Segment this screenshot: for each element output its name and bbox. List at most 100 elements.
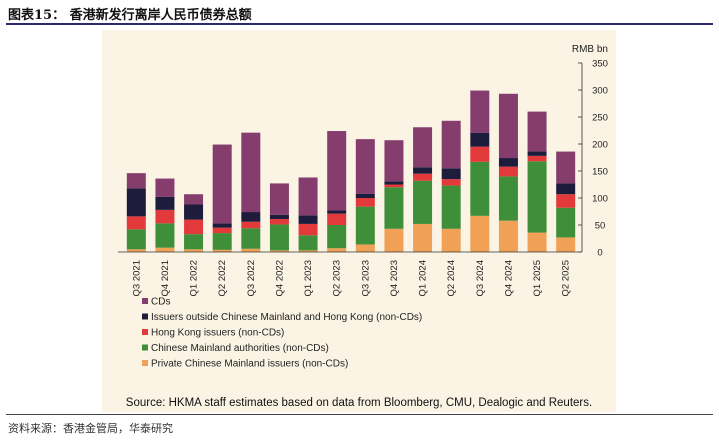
legend-group: CDs Issuers outside Chinese Mainland and … <box>142 297 422 370</box>
bar-mainland_auth-q3-2021 <box>126 229 146 250</box>
bar-hk-q1-2025 <box>527 155 547 162</box>
bar-mainland_auth-q4-2024 <box>498 176 518 221</box>
x-tick-label: Q2 2022 <box>217 260 228 296</box>
bar-private-q4-2023 <box>384 228 404 252</box>
y-tick-label: 300 <box>592 86 608 97</box>
footer-source: 资料来源：香港金管局，华泰研究 <box>8 422 173 435</box>
bar-outside-q1-2023 <box>298 215 318 224</box>
x-tick-label: Q2 2024 <box>446 260 457 296</box>
bar-cds-q2-2022 <box>212 144 232 224</box>
legend-swatch-private <box>142 360 148 366</box>
bar-mainland_auth-q1-2022 <box>184 234 204 250</box>
bar-outside-q2-2022 <box>212 223 232 228</box>
chart-panel: 0 50 100 150 200 250 300 350 Q3 2021 Q4 2021 Q1 2… <box>102 30 616 412</box>
bar-private-q2-2025 <box>556 237 576 252</box>
bar-hk-q2-2022 <box>212 227 232 234</box>
bar-cds-q4-2024 <box>498 93 518 159</box>
bar-outside-q2-2023 <box>327 210 347 214</box>
x-tick-label: Q1 2023 <box>303 260 314 296</box>
x-tick-label: Q4 2022 <box>274 260 285 296</box>
bar-hk-q3-2021 <box>126 216 146 230</box>
figure-title: 图表15： 香港新发行离岸人民币债券总额 <box>8 8 252 23</box>
bar-hk-q4-2024 <box>498 166 518 177</box>
bar-hk-q3-2023 <box>355 198 375 207</box>
footer-rule <box>6 414 713 415</box>
bar-hk-q4-2022 <box>269 219 289 225</box>
bar-private-q1-2023 <box>298 250 318 252</box>
bar-cds-q2-2025 <box>556 151 576 184</box>
bar-outside-q2-2025 <box>556 183 576 195</box>
bar-cds-q1-2023 <box>298 177 318 216</box>
x-tick-label: Q3 2023 <box>360 260 371 296</box>
bar-mainland_auth-q2-2023 <box>327 225 347 249</box>
bar-cds-q1-2022 <box>184 194 204 205</box>
y-tick-label: 250 <box>592 113 608 124</box>
bar-mainland_auth-q3-2022 <box>241 228 261 249</box>
bar-private-q3-2023 <box>355 244 375 252</box>
x-tick-label: Q4 2023 <box>389 260 400 296</box>
bar-cds-q1-2025 <box>527 111 547 152</box>
y-axis-group: 0 50 100 150 200 250 300 350 <box>118 59 608 259</box>
bar-outside-q3-2022 <box>241 212 261 222</box>
bar-private-q4-2021 <box>155 247 175 252</box>
bar-outside-q3-2024 <box>470 132 490 147</box>
bar-cds-q4-2022 <box>269 183 289 215</box>
bar-outside-q3-2021 <box>126 188 146 217</box>
bar-outside-q4-2022 <box>269 214 289 220</box>
bar-cds-q3-2023 <box>355 139 375 194</box>
bar-mainland_auth-q1-2023 <box>298 235 318 251</box>
y-tick-label: 100 <box>592 194 608 205</box>
bar-outside-q4-2024 <box>498 158 518 167</box>
x-tick-label: Q1 2025 <box>532 260 543 296</box>
bar-cds-q3-2022 <box>241 132 261 213</box>
bar-private-q3-2021 <box>126 249 146 252</box>
bar-private-q3-2024 <box>470 215 490 252</box>
bar-hk-q4-2023 <box>384 184 404 188</box>
y-tick-label: 350 <box>592 59 608 70</box>
bar-hk-q1-2024 <box>413 173 433 181</box>
bar-private-q2-2022 <box>212 249 232 252</box>
bar-hk-q1-2023 <box>298 223 318 236</box>
bar-hk-q2-2024 <box>441 179 461 186</box>
y-tick-label: 0 <box>597 248 602 259</box>
bar-private-q2-2024 <box>441 228 461 252</box>
legend-swatch-cds <box>142 298 148 304</box>
bar-hk-q2-2023 <box>327 213 347 225</box>
y-tick-label: 150 <box>592 167 608 178</box>
legend-label-mainland_auth: Chinese Mainland authorities (non-CDs) <box>151 343 329 354</box>
bar-private-q1-2022 <box>184 249 204 252</box>
bar-outside-q1-2025 <box>527 151 547 156</box>
x-labels-group: Q3 2021 Q4 2021 Q1 2022 Q2 2022 Q3 2022 Q4 20… <box>131 260 571 296</box>
legend-label-cds: CDs <box>151 297 170 308</box>
source-note: Source: HKMA staff estimates based on da… <box>125 397 593 409</box>
bar-mainland_auth-q4-2023 <box>384 187 404 229</box>
title-rule <box>6 23 713 25</box>
bar-mainland_auth-q3-2024 <box>470 161 490 216</box>
bar-outside-q1-2022 <box>184 204 204 220</box>
x-tick-label: Q3 2022 <box>246 260 257 296</box>
x-tick-label: Q1 2024 <box>418 260 429 296</box>
bar-cds-q4-2021 <box>155 178 175 197</box>
bar-cds-q1-2024 <box>413 127 433 168</box>
legend-swatch-outside <box>142 313 148 320</box>
x-tick-label: Q3 2024 <box>475 260 486 296</box>
legend-label-hk: Hong Kong issuers (non-CDs) <box>151 328 284 339</box>
bar-hk-q4-2021 <box>155 209 175 224</box>
bar-hk-q3-2024 <box>470 146 490 162</box>
legend-label-private: Private Chinese Mainland issuers (non-CD… <box>151 359 348 370</box>
x-tick-label: Q3 2021 <box>131 260 142 296</box>
bar-private-q4-2022 <box>269 250 289 252</box>
bar-private-q4-2024 <box>498 220 518 252</box>
bar-outside-q4-2023 <box>384 181 404 185</box>
bar-mainland_auth-q4-2021 <box>155 223 175 248</box>
bar-mainland_auth-q1-2025 <box>527 161 547 233</box>
bar-private-q3-2022 <box>241 248 261 252</box>
bar-cds-q3-2024 <box>470 90 490 133</box>
bar-private-q2-2023 <box>327 248 347 252</box>
bar-private-q1-2024 <box>413 223 433 252</box>
bar-private-q1-2025 <box>527 232 547 252</box>
bar-mainland_auth-q2-2022 <box>212 233 232 250</box>
y-tick-label: 50 <box>595 221 606 232</box>
legend-label-outside: Issuers outside Chinese Mainland and Hon… <box>151 312 422 323</box>
bar-mainland_auth-q2-2025 <box>556 207 576 238</box>
